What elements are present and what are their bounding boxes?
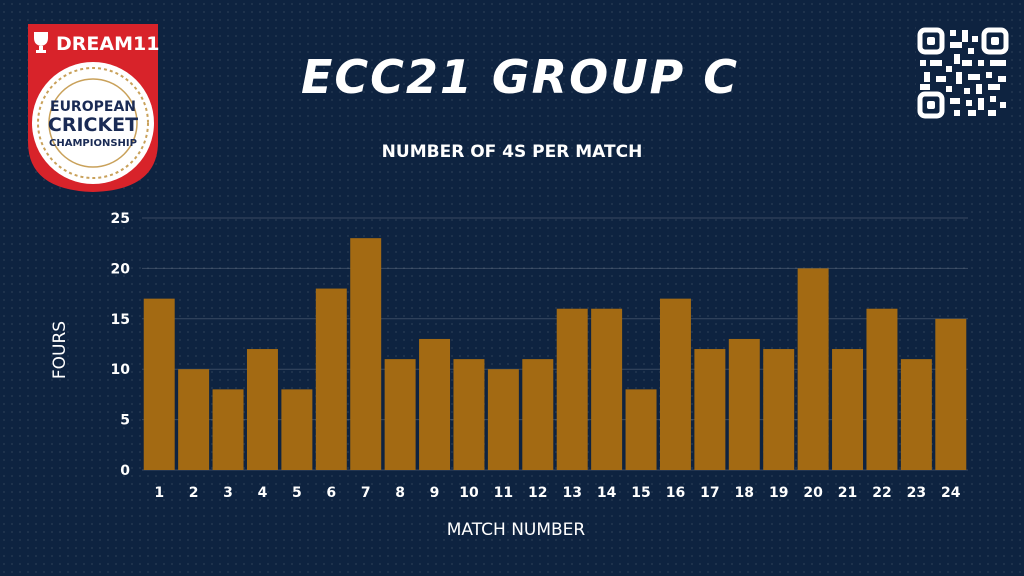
x-tick-label: 10 (459, 485, 479, 501)
x-tick-label: 2 (189, 485, 199, 501)
x-tick-label: 15 (631, 485, 650, 501)
x-tick-label: 14 (597, 485, 617, 501)
bar-match-11 (487, 369, 519, 470)
bar-match-2 (178, 369, 210, 470)
x-tick-label: 21 (838, 485, 857, 501)
chart-title: NUMBER OF 4S PER MATCH (381, 142, 643, 162)
logo-line-2: CRICKET (48, 114, 138, 136)
x-tick-label: 18 (735, 485, 754, 501)
bar-match-20 (797, 268, 829, 470)
bar-match-6 (315, 288, 347, 470)
event-logo: DREAM11 EUROPEAN CRICKET CHAMPIONSHIP (24, 22, 162, 194)
y-tick-label: 25 (111, 211, 130, 227)
y-tick-label: 10 (111, 362, 131, 378)
qr-finder-bottom-left (917, 91, 945, 119)
page-title: ECC21 GROUP C (300, 50, 740, 104)
logo-line-1: EUROPEAN (50, 99, 136, 115)
bar-match-5 (281, 389, 313, 470)
trophy-icon (34, 32, 48, 53)
qr-code[interactable] (916, 26, 1010, 120)
x-tick-label: 13 (562, 485, 581, 501)
qr-modules (920, 30, 1006, 116)
logo-brand-text: DREAM11 (56, 33, 159, 55)
x-tick-label: 7 (361, 485, 371, 501)
x-tick-label: 8 (395, 485, 405, 501)
x-tick-label: 20 (803, 485, 823, 501)
x-tick-label: 5 (292, 485, 302, 501)
bar-match-21 (832, 349, 864, 470)
bar-match-18 (728, 338, 760, 470)
x-tick-label: 1 (154, 485, 164, 501)
logo-gold-ring (37, 67, 149, 179)
y-tick-labels: 0 5 10 15 20 25 (111, 211, 131, 479)
y-axis-label: FOURS (50, 320, 70, 380)
bar-match-4 (246, 349, 278, 470)
grid-lines (142, 217, 968, 471)
x-tick-label: 24 (941, 485, 961, 501)
x-tick-label: 22 (872, 485, 891, 501)
bar-match-1 (143, 298, 175, 470)
x-tick-label: 3 (223, 485, 233, 501)
bar-match-7 (350, 238, 382, 470)
x-tick-label: 19 (769, 485, 788, 501)
bars (143, 238, 967, 470)
bar-match-16 (659, 298, 691, 470)
bar-match-10 (453, 359, 485, 470)
x-tick-label: 23 (907, 485, 926, 501)
bar-match-15 (625, 389, 657, 470)
logo-line-3: CHAMPIONSHIP (49, 138, 137, 149)
bar-match-23 (900, 359, 932, 470)
x-tick-label: 11 (494, 485, 513, 501)
logo-white-disc (32, 62, 154, 184)
bar-match-24 (935, 318, 967, 470)
bar-match-8 (384, 359, 416, 470)
x-tick-label: 9 (430, 485, 440, 501)
x-tick-label: 6 (326, 485, 336, 501)
bar-match-17 (694, 349, 726, 470)
y-tick-label: 5 (120, 413, 130, 429)
x-tick-label: 16 (666, 485, 685, 501)
x-axis-label: MATCH NUMBER (446, 520, 586, 540)
bar-match-19 (763, 349, 795, 470)
qr-finder-top-left (917, 27, 945, 55)
y-tick-label: 0 (120, 463, 130, 479)
y-tick-label: 20 (111, 261, 131, 277)
y-tick-label: 15 (111, 312, 130, 328)
x-tick-label: 12 (528, 485, 547, 501)
bar-match-22 (866, 308, 898, 470)
x-tick-label: 17 (700, 485, 719, 501)
bar-match-12 (522, 359, 554, 470)
bar-match-13 (556, 308, 588, 470)
bar-match-9 (419, 338, 451, 470)
bar-match-14 (591, 308, 623, 470)
bar-match-3 (212, 389, 244, 470)
x-tick-labels: 1 2 3 4 5 6 7 8 9 10 11 12 13 14 15 16 17 18 19 20 21 22 23 24 (154, 485, 960, 501)
qr-finder-top-right (981, 27, 1009, 55)
logo-ball-icon (48, 78, 138, 168)
x-tick-label: 4 (258, 485, 268, 501)
